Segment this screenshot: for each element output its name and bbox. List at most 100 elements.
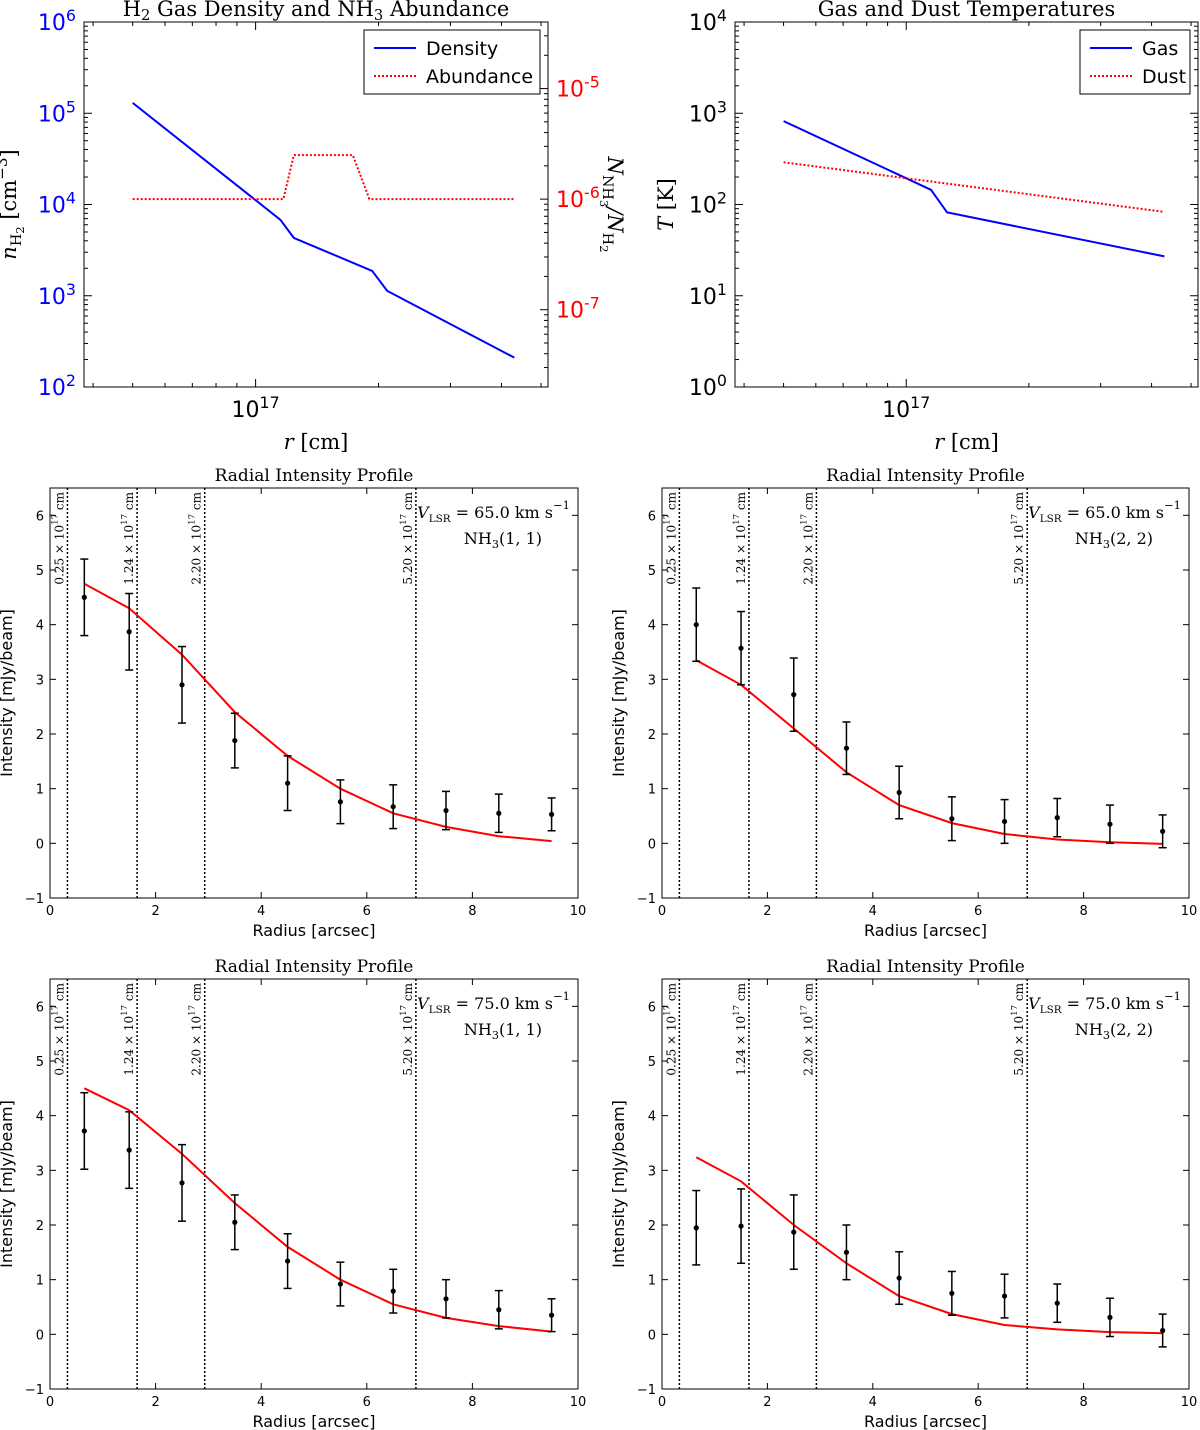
text-part: −3: [0, 158, 11, 180]
text-part: =: [1062, 503, 1086, 522]
text-part: 17: [732, 514, 742, 525]
y-tick-label: 3: [648, 673, 656, 688]
series-line-abundance: [132, 154, 515, 201]
legend-entry: Density: [426, 38, 498, 60]
text-part: r: [284, 430, 296, 454]
radius-marker-label: 2.20 × 1017 cm: [188, 982, 204, 1075]
text-part: (2, 2): [1110, 529, 1153, 548]
text-part: cm: [401, 982, 415, 1005]
y-tick-label: 2: [648, 1219, 656, 1234]
data-point: [949, 1290, 955, 1296]
data-point: [738, 645, 744, 651]
y-tick-label: 0: [36, 1328, 44, 1343]
data-point: [843, 1249, 850, 1255]
text-part: 10: [38, 285, 66, 310]
y-tick-label: 104​: [689, 6, 727, 36]
text-part: NH: [464, 529, 492, 548]
text-part: 5: [66, 97, 76, 116]
x-tick-label: 8: [468, 904, 476, 919]
text-part: NH: [599, 175, 615, 200]
text-part: 10: [556, 188, 584, 213]
text-part: 17: [120, 1005, 130, 1016]
data-point: [232, 1219, 238, 1225]
text-part: 3: [1103, 1029, 1110, 1042]
text-part: cm: [1012, 982, 1026, 1005]
legend-entry: Gas: [1142, 38, 1178, 60]
y-tick-label: 4: [648, 1110, 656, 1125]
data-point: [1001, 818, 1008, 825]
x-tick-label: 2: [763, 904, 771, 919]
y-tick-label: 2: [36, 1219, 44, 1234]
x-axis-label: Radius [arcsec]: [864, 1412, 987, 1430]
text-part: 17: [399, 514, 409, 525]
text-part: cm: [734, 491, 748, 514]
x-tick-label: 6: [974, 1395, 982, 1410]
text-part: 17: [799, 1005, 809, 1016]
text-part: −1: [553, 989, 570, 1003]
data-point: [179, 682, 185, 688]
y-tick-label: 4: [36, 1110, 44, 1125]
text-part: 10: [689, 102, 717, 127]
text-part: NH: [464, 1020, 492, 1039]
radius-marker-label: 0.25 × 1017 cm: [50, 491, 66, 584]
text-part: =: [451, 994, 475, 1013]
text-part: −1: [553, 498, 570, 512]
text-part: 65.0: [474, 503, 510, 522]
y-tick-label: −1: [25, 1383, 44, 1398]
text-part: 1.24: [122, 557, 136, 584]
text-part: × 10: [52, 1016, 66, 1049]
y-tick-label: 5: [648, 1055, 656, 1070]
x-axis-label: r [cm]: [934, 430, 999, 454]
vlsr-annotation: VLSR = 65.0 km s−1​: [1028, 498, 1181, 525]
text-part: H: [9, 234, 25, 246]
y-tick-label: 100​: [689, 371, 727, 401]
x-tick-label: 10: [570, 904, 587, 919]
y2-axis-label: NNH3/NH2: [597, 156, 627, 253]
data-point: [549, 1312, 555, 1318]
chart-title: Radial Intensity Profile: [826, 957, 1025, 977]
y-tick-label: 2: [648, 728, 656, 743]
radius-marker-label: 2.20 × 1017 cm: [799, 982, 815, 1075]
text-part: 1.24: [734, 1048, 748, 1075]
text-part: × 10: [401, 1016, 415, 1049]
text-part: -6: [584, 183, 600, 202]
x-tick-label: 1017​: [882, 393, 930, 423]
transition-annotation: NH3​(1, 1): [464, 1020, 542, 1042]
model-curve: [695, 659, 1163, 845]
text-part: Gas Density and NH: [150, 0, 374, 21]
data-point: [738, 1223, 744, 1229]
data-point: [1160, 828, 1166, 834]
text-part: 17: [50, 514, 60, 525]
text-part: LSR: [1040, 513, 1063, 525]
text-part: −1: [1164, 498, 1181, 512]
radius-marker-label: 1.24 × 1017 cm: [732, 491, 748, 584]
text-part: cm: [190, 982, 204, 1005]
chart-title: Gas and Dust Temperatures: [818, 0, 1116, 21]
x-tick-label: 8: [468, 1395, 476, 1410]
data-point: [1107, 1314, 1113, 1320]
text-part: (1, 1): [499, 1020, 542, 1039]
text-part: × 10: [52, 525, 66, 558]
y-tick-label: 5: [36, 1055, 44, 1070]
text-part: 3: [66, 280, 76, 299]
data-point: [1054, 815, 1060, 821]
text-part: V: [1028, 994, 1041, 1013]
text-part: cm: [122, 491, 136, 514]
y-tick-label: 5: [648, 564, 656, 579]
data-point: [949, 816, 955, 822]
text-part: 2.20: [801, 1049, 815, 1076]
y2-tick-label: 10-5​: [556, 73, 600, 103]
text-part: 5.20: [401, 1049, 415, 1076]
x-tick-label: 4: [869, 904, 877, 919]
y-tick-label: −1: [25, 892, 44, 907]
text-part: 5.20: [1012, 558, 1026, 585]
x-tick-label: 1017​: [232, 393, 280, 423]
x-tick-label: 4: [869, 1395, 877, 1410]
text-part: -5: [584, 73, 600, 92]
chart-title: Radial Intensity Profile: [215, 466, 414, 486]
text-part: LSR: [429, 513, 452, 525]
data-point: [1107, 821, 1113, 827]
y-axis-label: Intensity [mJy/beam]: [0, 1100, 16, 1268]
text-part: 10: [689, 194, 717, 219]
text-part: 2: [66, 371, 76, 390]
